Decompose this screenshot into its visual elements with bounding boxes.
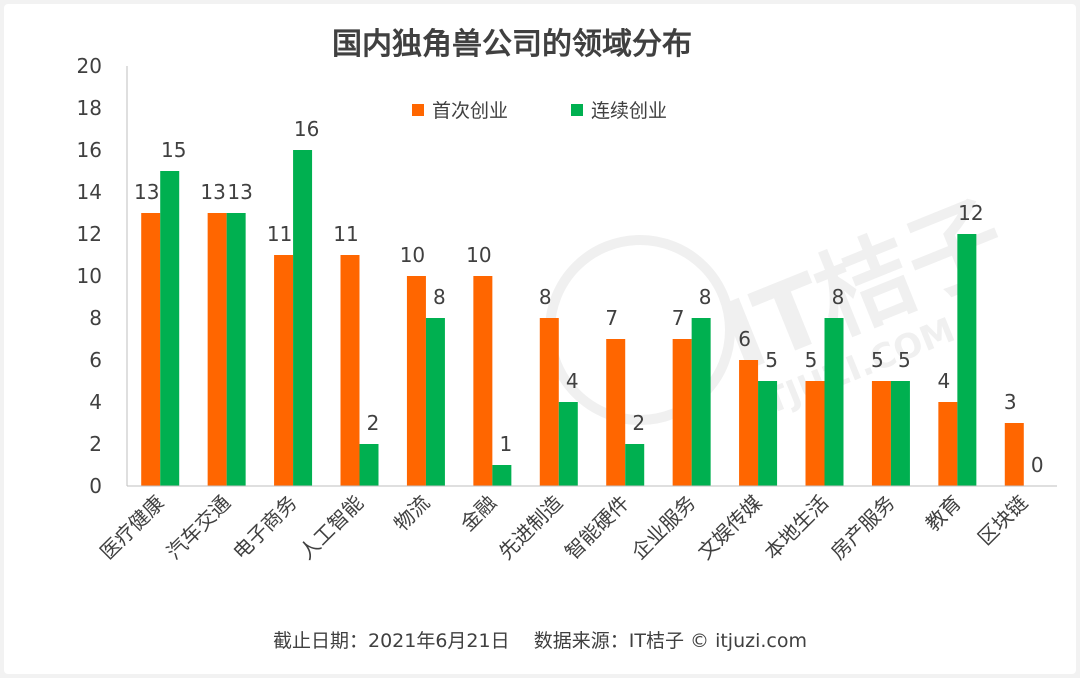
bar-serial: [625, 444, 645, 486]
bar-first: [274, 255, 294, 486]
chart-legend: 首次创业 连续创业: [412, 100, 667, 122]
y-tick-label: 16: [77, 138, 102, 162]
data-label: 16: [294, 117, 319, 141]
y-tick-label: 12: [77, 222, 102, 246]
x-tick-label: 医疗健康: [95, 491, 169, 565]
x-tick-label: 先进制造: [494, 491, 568, 565]
bar-first: [406, 276, 426, 486]
x-tick-label: 文娱传媒: [693, 491, 767, 565]
bar-first: [207, 213, 227, 486]
data-label: 13: [227, 180, 252, 204]
x-tick-label: 物流: [389, 491, 434, 536]
x-tick-label: 金融: [456, 491, 501, 536]
bar-first: [871, 381, 891, 486]
bar-serial: [359, 444, 379, 486]
bar-serial: [890, 381, 910, 486]
bar-serial: [492, 465, 512, 486]
bar-first: [539, 318, 559, 486]
data-label: 0: [1031, 453, 1044, 477]
legend-label-first: 首次创业: [432, 100, 508, 122]
bar-serial: [160, 171, 180, 486]
bar-serial: [558, 402, 578, 486]
data-label: 7: [605, 306, 618, 330]
bar-serial: [226, 213, 246, 486]
y-tick-label: 8: [89, 306, 102, 330]
y-tick-label: 6: [89, 348, 102, 372]
footer-date: 截止日期：2021年6月21日: [272, 630, 510, 652]
data-label: 5: [871, 348, 884, 372]
data-label: 5: [898, 348, 911, 372]
y-tick-label: 0: [89, 474, 102, 498]
y-tick-label: 10: [77, 264, 102, 288]
data-label: 3: [1004, 390, 1017, 414]
footer-source: 数据来源：IT桔子 © itjuzi.com: [533, 630, 807, 652]
data-label: 15: [161, 138, 186, 162]
bar-first: [739, 360, 759, 486]
data-label: 11: [267, 222, 292, 246]
x-tick-label: 汽车交通: [162, 491, 236, 565]
x-tick-label: 人工智能: [294, 491, 368, 565]
data-label: 5: [805, 348, 818, 372]
data-label: 6: [738, 327, 751, 351]
y-axis: 0 2 4 6 8 10 12 14 16 18 20: [77, 54, 128, 498]
y-tick-label: 18: [77, 96, 102, 120]
x-tick-label: 电子商务: [228, 491, 302, 565]
data-label: 8: [539, 285, 552, 309]
bar-serial: [824, 318, 844, 486]
data-label: 11: [333, 222, 358, 246]
bar-serial: [758, 381, 778, 486]
bar-first: [1004, 423, 1024, 486]
bar-serial: [691, 318, 711, 486]
x-tick-label: 教育: [921, 491, 966, 536]
x-tick-label: 企业服务: [627, 491, 701, 565]
data-label: 5: [765, 348, 778, 372]
data-label: 4: [566, 369, 579, 393]
x-tick-label: 房产服务: [826, 491, 900, 565]
legend-swatch-first: [412, 104, 424, 116]
data-label: 8: [699, 285, 712, 309]
data-label: 13: [200, 180, 225, 204]
data-label: 7: [672, 306, 685, 330]
data-label: 1: [499, 432, 512, 456]
bars: [141, 150, 1024, 486]
bar-serial: [957, 234, 977, 486]
y-tick-label: 4: [89, 390, 102, 414]
data-label: 10: [466, 243, 491, 267]
bar-first: [938, 402, 958, 486]
bar-first: [672, 339, 692, 486]
data-label: 8: [832, 285, 845, 309]
y-tick-label: 14: [77, 180, 102, 204]
bar-serial: [425, 318, 445, 486]
x-tick-label: 区块链: [973, 491, 1032, 550]
legend-swatch-serial: [571, 104, 583, 116]
y-tick-label: 20: [77, 54, 102, 78]
data-label: 2: [632, 411, 645, 435]
legend-label-serial: 连续创业: [591, 100, 667, 122]
chart-title: 国内独角兽公司的领域分布: [332, 27, 692, 62]
bar-first: [141, 213, 161, 486]
y-tick-label: 2: [89, 432, 102, 456]
data-label: 12: [958, 201, 983, 225]
footer: 截止日期：2021年6月21日 数据来源：IT桔子 © itjuzi.com: [0, 626, 1080, 653]
data-label: 4: [937, 369, 950, 393]
bar-first: [340, 255, 360, 486]
data-label: 10: [400, 243, 425, 267]
bar-first: [606, 339, 626, 486]
data-label: 8: [433, 285, 446, 309]
data-label: 13: [134, 180, 159, 204]
bar-first: [473, 276, 493, 486]
bar-serial: [293, 150, 313, 486]
data-label: 2: [367, 411, 380, 435]
x-tick-label: 智能硬件: [560, 491, 634, 565]
x-tick-label: 本地生活: [759, 491, 833, 565]
bar-first: [805, 381, 825, 486]
